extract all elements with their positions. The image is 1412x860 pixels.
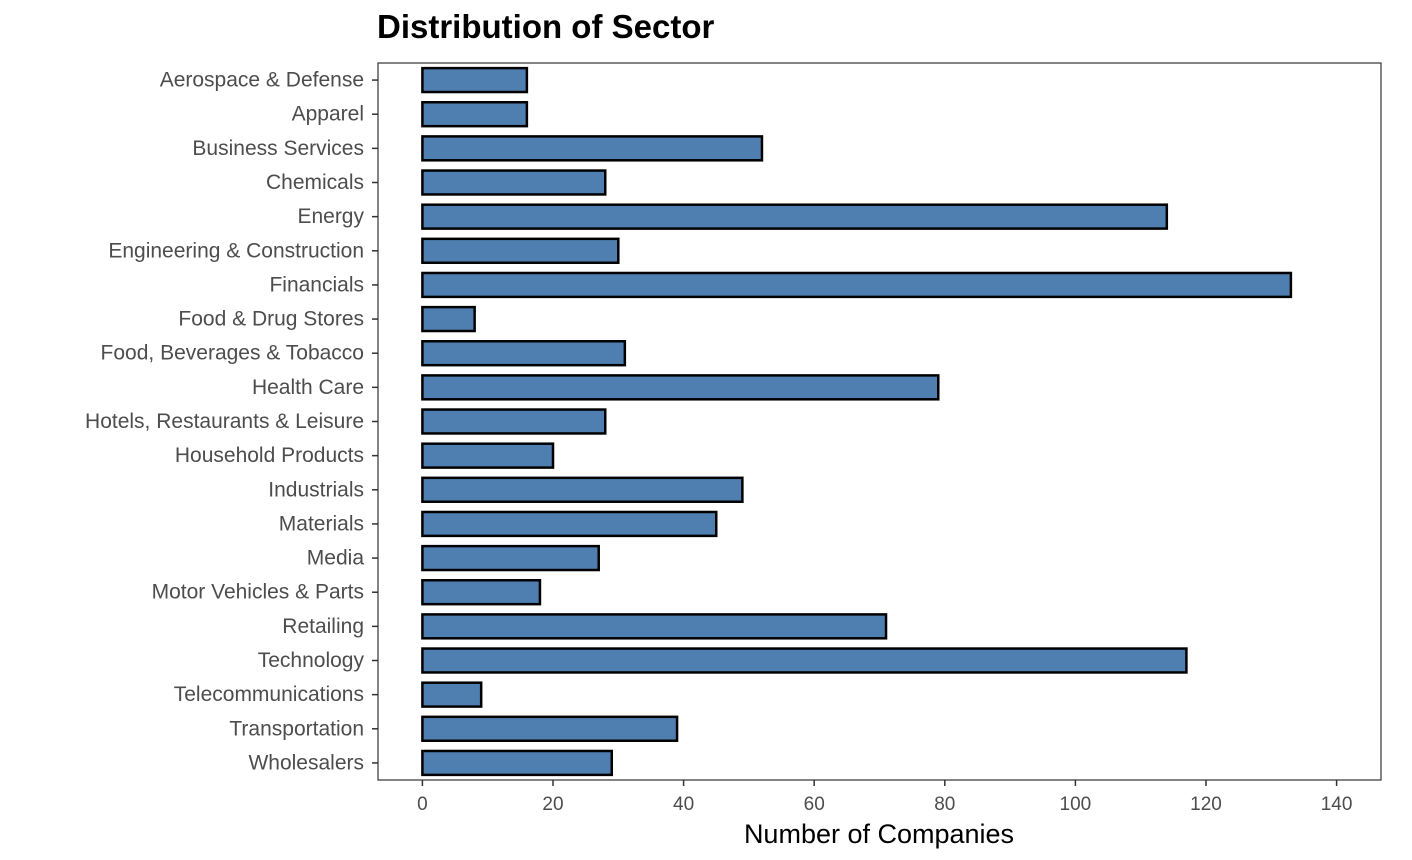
x-tick-label: 20 xyxy=(542,794,563,815)
category-label: Engineering & Construction xyxy=(108,239,364,262)
bar xyxy=(421,681,483,708)
bar xyxy=(421,442,555,469)
x-tick-label: 0 xyxy=(417,794,428,815)
category-label: Aerospace & Defense xyxy=(160,69,364,92)
category-label: Industrials xyxy=(268,478,364,501)
bar xyxy=(421,476,744,503)
bar xyxy=(421,408,607,435)
category-label: Apparel xyxy=(292,103,364,126)
bar xyxy=(421,101,529,128)
x-tick-label: 40 xyxy=(673,794,694,815)
category-label: Hotels, Restaurants & Leisure xyxy=(85,410,364,433)
category-label: Food, Beverages & Tobacco xyxy=(101,342,364,365)
category-axis: Aerospace & Defense Apparel Business Servi… xyxy=(85,69,378,774)
category-label: Media xyxy=(307,547,365,570)
bar xyxy=(421,510,718,538)
category-label: Telecommunications xyxy=(174,683,364,706)
category-label: Wholesalers xyxy=(248,751,364,774)
bar xyxy=(421,271,1293,299)
x-tick-label: 100 xyxy=(1060,794,1092,815)
value-axis: 0 20 40 60 80 100 120 140 xyxy=(417,780,1352,815)
bar xyxy=(421,374,940,401)
bar xyxy=(421,135,764,162)
bar xyxy=(421,647,1188,674)
bar xyxy=(421,305,476,333)
category-label: Household Products xyxy=(175,444,364,467)
bar xyxy=(421,715,679,742)
bar xyxy=(421,66,529,94)
category-label: Transportation xyxy=(229,717,364,740)
x-tick-label: 120 xyxy=(1190,794,1222,815)
x-tick-label: 140 xyxy=(1321,794,1353,815)
category-label: Health Care xyxy=(252,376,364,399)
bar xyxy=(421,749,614,777)
category-label: Materials xyxy=(279,512,364,535)
x-tick-label: 60 xyxy=(804,794,825,815)
category-label: Chemicals xyxy=(266,171,364,194)
x-tick-label: 80 xyxy=(934,794,955,815)
bar xyxy=(421,544,600,572)
bar-group xyxy=(421,66,1293,777)
x-axis-title: Number of Companies xyxy=(744,819,1014,849)
chart-title: Distribution of Sector xyxy=(377,8,714,45)
category-label: Food & Drug Stores xyxy=(178,308,364,331)
bar xyxy=(421,579,542,606)
category-label: Retailing xyxy=(282,615,364,638)
bar xyxy=(421,237,620,264)
bar xyxy=(421,203,1169,230)
bar xyxy=(421,169,607,196)
bar xyxy=(421,340,627,367)
category-label: Energy xyxy=(297,205,364,228)
category-label: Technology xyxy=(258,649,365,672)
category-label: Business Services xyxy=(192,137,364,160)
category-label: Motor Vehicles & Parts xyxy=(152,581,364,604)
bar xyxy=(421,613,888,640)
category-label: Financials xyxy=(269,273,364,296)
